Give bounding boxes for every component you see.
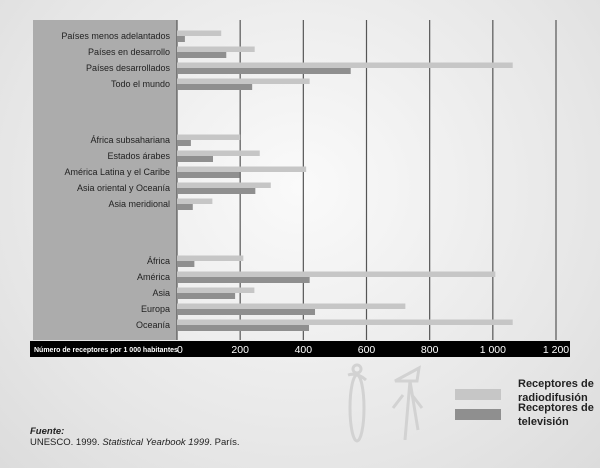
bar-tv (177, 325, 310, 331)
source-note: Fuente: UNESCO. 1999. Statistical Yearbo… (30, 426, 239, 448)
bar-radio (177, 150, 260, 156)
category-label: Asia meridional (108, 199, 170, 209)
category-label: América (137, 272, 170, 282)
category-label: Europa (141, 304, 170, 314)
x-tick-label: 1 000 (480, 344, 506, 356)
legend-label-tv: televisión (518, 416, 569, 428)
legend-label-tv: Receptores de (518, 402, 594, 414)
source-heading: Fuente: (30, 426, 65, 437)
bar-radio (177, 255, 244, 261)
bar-radio (177, 134, 241, 140)
bar-tv (177, 68, 351, 74)
bar-tv (177, 84, 253, 90)
category-label: América Latina y el Caribe (64, 167, 170, 177)
bar-tv (177, 277, 310, 283)
x-tick-label: 200 (231, 344, 249, 356)
bar-radio (177, 62, 513, 68)
bar-tv (177, 140, 191, 146)
category-label: Países en desarrollo (88, 47, 170, 57)
bar-tv (177, 204, 193, 210)
source-citation: UNESCO. 1999. Statistical Yearbook 1999.… (30, 437, 239, 448)
category-label: Estados árabes (107, 151, 170, 161)
category-label: Todo el mundo (111, 79, 170, 89)
x-tick-label: 400 (295, 344, 313, 356)
figure-illustration (348, 373, 366, 443)
bar-radio (177, 166, 307, 172)
x-tick-label: 600 (358, 344, 376, 356)
source-suffix: . París. (209, 437, 240, 448)
category-label: África (147, 256, 170, 266)
figure-illustration (351, 363, 363, 375)
bar-radio (177, 182, 271, 188)
bar-tv (177, 309, 316, 315)
x-axis-bar (30, 341, 570, 357)
bar-radio (177, 30, 222, 36)
bar-tv (177, 188, 256, 194)
category-label-panel (33, 20, 177, 340)
source-title: Statistical Yearbook 1999 (102, 437, 210, 448)
category-label: Países menos adelantados (61, 31, 170, 41)
bar-tv (177, 156, 214, 162)
bar-radio (177, 271, 496, 277)
x-axis-label: Número de receptores por 1 000 habitante… (34, 347, 178, 354)
figure-illustration (347, 365, 424, 441)
category-label: Oceanía (136, 320, 170, 330)
bar-tv (177, 293, 236, 299)
bar-tv (177, 172, 240, 178)
x-tick-label: 800 (421, 344, 439, 356)
bar-radio (177, 303, 406, 309)
bar-radio (177, 198, 213, 204)
bar-radio (177, 319, 513, 325)
bar-tv (177, 36, 185, 42)
x-tick-label: 0 (177, 344, 183, 356)
category-label: Países desarrollados (86, 63, 171, 73)
legend-label-radio: radiodifusión (518, 392, 588, 404)
legend-label-radio: Receptores de (518, 378, 594, 390)
x-tick-label: 1 200 (543, 344, 569, 356)
bar-tv (177, 261, 195, 267)
category-label: Asia (152, 288, 170, 298)
legend-swatch-tv (455, 409, 501, 420)
bar-radio (177, 46, 255, 52)
category-label: Asia oriental y Oceanía (77, 183, 170, 193)
legend-swatch-radio (455, 389, 501, 400)
bar-radio (177, 78, 310, 84)
bar-radio (177, 287, 255, 293)
category-label: África subsahariana (90, 135, 170, 145)
bar-tv (177, 52, 227, 58)
source-prefix: UNESCO. 1999. (30, 437, 103, 448)
